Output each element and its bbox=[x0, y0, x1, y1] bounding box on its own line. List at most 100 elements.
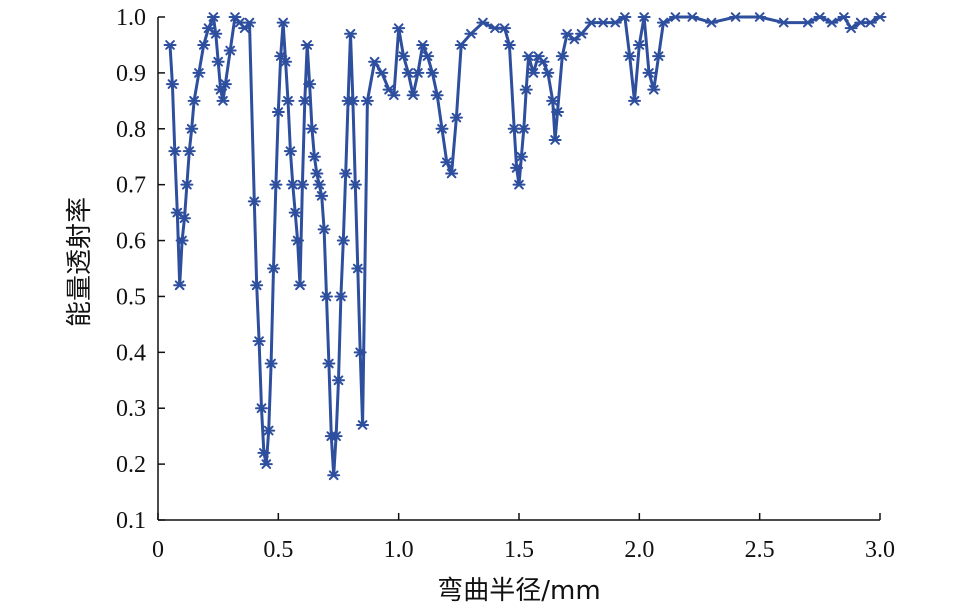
data-point-marker bbox=[546, 95, 560, 106]
data-point-marker bbox=[555, 51, 569, 61]
data-point-marker bbox=[168, 146, 182, 156]
data-point-marker bbox=[411, 68, 425, 78]
data-point-marker bbox=[254, 403, 268, 414]
data-point-marker bbox=[560, 28, 574, 39]
data-point-marker bbox=[476, 17, 490, 28]
data-point-marker bbox=[863, 17, 877, 28]
y-tick-label: 0.4 bbox=[116, 340, 146, 366]
data-point-marker bbox=[293, 280, 307, 291]
data-point-marker bbox=[685, 12, 699, 22]
data-point-marker bbox=[344, 28, 358, 39]
data-point-marker bbox=[368, 56, 382, 67]
data-point-marker bbox=[305, 123, 319, 134]
x-axis-title: 弯曲半径/mm bbox=[437, 576, 600, 606]
data-point-marker bbox=[329, 431, 343, 442]
x-tick-label: 0 bbox=[152, 537, 164, 563]
data-point-marker bbox=[332, 375, 345, 386]
data-point-marker bbox=[247, 196, 261, 207]
data-point-marker bbox=[334, 291, 348, 302]
data-point-marker bbox=[642, 68, 656, 78]
y-tick-label: 0.3 bbox=[116, 396, 146, 422]
data-point-marker bbox=[163, 40, 177, 50]
y-tick-label: 0.7 bbox=[116, 173, 146, 199]
data-point-marker bbox=[310, 168, 324, 179]
data-point-marker bbox=[618, 12, 632, 22]
data-point-marker bbox=[375, 68, 389, 78]
data-point-marker bbox=[548, 135, 562, 145]
y-tick-label: 0.8 bbox=[116, 117, 146, 143]
y-tick-label: 0.2 bbox=[116, 452, 146, 478]
data-point-marker bbox=[536, 56, 550, 67]
data-point-marker bbox=[526, 68, 540, 78]
data-point-marker bbox=[295, 179, 309, 190]
data-point-marker bbox=[197, 40, 211, 50]
data-point-marker bbox=[584, 17, 598, 28]
data-point-marker bbox=[567, 34, 581, 45]
data-point-marker bbox=[165, 79, 179, 89]
data-point-marker bbox=[262, 425, 276, 436]
data-point-marker bbox=[825, 17, 839, 28]
data-point-marker bbox=[416, 40, 430, 50]
data-point-marker bbox=[291, 235, 305, 246]
data-point-marker bbox=[264, 358, 278, 369]
data-point-marker bbox=[844, 23, 858, 34]
data-point-marker bbox=[498, 23, 512, 34]
x-tick-label: 1.5 bbox=[504, 537, 534, 563]
data-point-marker bbox=[514, 151, 528, 162]
data-point-marker bbox=[187, 95, 201, 106]
data-point-marker bbox=[242, 17, 256, 28]
data-point-marker bbox=[813, 12, 827, 22]
data-point-marker bbox=[356, 420, 370, 430]
y-tick-label: 1.0 bbox=[116, 5, 146, 31]
data-point-marker bbox=[628, 95, 642, 106]
data-point-marker bbox=[575, 28, 589, 39]
data-point-marker bbox=[346, 95, 360, 106]
data-point-marker bbox=[257, 448, 271, 458]
data-point-marker bbox=[238, 23, 252, 34]
data-point-marker bbox=[449, 112, 463, 123]
y-tick-label: 0.5 bbox=[116, 284, 146, 310]
data-point-marker bbox=[637, 12, 651, 22]
data-point-marker bbox=[348, 179, 362, 190]
data-point-marker bbox=[303, 79, 317, 89]
data-point-marker bbox=[729, 12, 743, 22]
y-axis-title: 能量透射率 bbox=[65, 197, 95, 327]
data-point-marker bbox=[360, 95, 374, 106]
data-point-marker bbox=[647, 84, 661, 95]
data-point-marker bbox=[510, 163, 524, 173]
series-line-group bbox=[168, 15, 881, 477]
x-tick-label: 2.5 bbox=[745, 537, 775, 563]
data-point-marker bbox=[623, 51, 637, 61]
data-point-marker bbox=[351, 263, 365, 274]
data-point-marker bbox=[421, 51, 435, 61]
data-point-marker bbox=[276, 17, 290, 28]
data-point-marker bbox=[180, 179, 194, 190]
data-point-marker bbox=[392, 23, 406, 34]
data-point-marker bbox=[300, 40, 314, 50]
data-point-marker bbox=[519, 84, 533, 95]
data-point-marker bbox=[252, 336, 266, 347]
data-point-marker bbox=[464, 28, 478, 39]
data-point-marker bbox=[298, 95, 312, 106]
data-point-marker bbox=[454, 40, 468, 50]
data-point-marker bbox=[339, 168, 353, 179]
data-point-marker bbox=[396, 51, 410, 61]
data-point-marker bbox=[209, 28, 223, 39]
data-point-marker bbox=[223, 45, 237, 56]
data-point-marker bbox=[632, 40, 646, 50]
data-point-marker bbox=[652, 51, 666, 61]
data-point-marker bbox=[668, 12, 682, 22]
data-point-marker bbox=[837, 12, 851, 22]
data-point-marker bbox=[267, 263, 281, 274]
data-point-marker bbox=[336, 235, 350, 246]
data-point-marker bbox=[608, 17, 622, 28]
data-point-marker bbox=[288, 207, 302, 218]
data-point-marker bbox=[283, 146, 297, 156]
data-point-marker bbox=[425, 68, 439, 78]
data-point-marker bbox=[170, 207, 184, 218]
data-point-marker bbox=[271, 107, 285, 117]
data-point-marker bbox=[211, 56, 225, 67]
data-point-marker bbox=[312, 179, 326, 190]
data-point-marker bbox=[406, 90, 420, 101]
data-point-marker bbox=[216, 95, 230, 106]
